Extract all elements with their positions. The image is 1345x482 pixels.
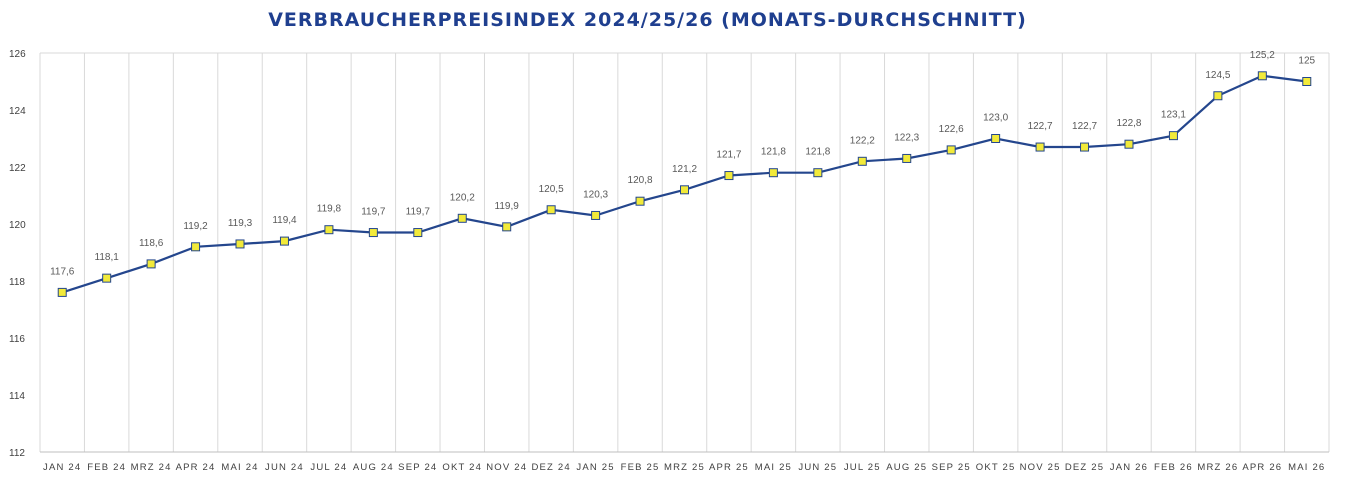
data-point-marker <box>102 273 112 283</box>
x-tick-label: JAN 24 <box>43 462 81 473</box>
data-point-marker <box>235 239 245 249</box>
x-tick-label: NOV 24 <box>486 462 527 473</box>
y-tick-label: 114 <box>9 391 25 402</box>
data-label: 117,6 <box>50 266 75 277</box>
x-tick-label: MAI 26 <box>1288 462 1325 473</box>
data-label: 122,6 <box>939 124 964 135</box>
data-point-marker <box>502 222 512 232</box>
data-point-marker <box>324 225 334 235</box>
data-label: 121,7 <box>716 150 741 161</box>
x-tick-label: AUG 24 <box>353 462 394 473</box>
data-point-marker <box>413 228 423 238</box>
data-label: 119,9 <box>495 201 520 212</box>
data-label: 122,8 <box>1116 118 1141 129</box>
x-tick-label: JAN 26 <box>1110 462 1148 473</box>
data-point-marker <box>57 287 67 297</box>
data-point-marker <box>680 185 689 195</box>
data-point-marker <box>546 205 556 215</box>
x-tick-label: MAI 24 <box>221 462 258 473</box>
x-tick-label: FEB 26 <box>1154 462 1193 473</box>
data-point-marker <box>902 153 912 163</box>
data-label: 122,2 <box>850 135 875 146</box>
x-tick-label: MRZ 24 <box>131 462 172 473</box>
data-label: 124,5 <box>1205 70 1230 81</box>
y-tick-label: 120 <box>9 220 26 231</box>
data-label: 119,7 <box>406 207 431 218</box>
x-tick-label: DEZ 24 <box>531 462 570 473</box>
data-point-marker <box>991 134 1001 143</box>
data-point-marker <box>724 171 734 181</box>
data-label: 121,2 <box>672 164 697 175</box>
x-tick-label: FEB 25 <box>621 462 660 473</box>
x-tick-label: JUL 25 <box>844 462 881 473</box>
data-point-marker <box>146 259 156 269</box>
x-tick-label: JUN 25 <box>798 462 837 473</box>
x-tick-label: DEZ 25 <box>1065 462 1104 473</box>
data-point-marker <box>768 168 778 178</box>
data-point-marker <box>1168 131 1178 141</box>
series-line <box>61 74 1307 294</box>
data-label: 122,7 <box>1028 121 1053 132</box>
data-point-marker <box>591 210 601 220</box>
chart-title: VERBRAUCHERPREISINDEX 2024/25/26 (MONATS… <box>268 9 1027 31</box>
x-tick-label: OKT 25 <box>976 462 1016 473</box>
x-tick-label: SEP 24 <box>398 462 437 473</box>
y-tick-label: 116 <box>9 334 25 345</box>
y-tick-label: 126 <box>9 49 26 60</box>
data-point-marker <box>1257 71 1267 81</box>
y-tick-label: 118 <box>9 277 25 288</box>
x-tick-label: APR 24 <box>176 462 216 473</box>
data-label: 119,3 <box>228 218 253 229</box>
data-point-marker <box>1124 139 1134 149</box>
x-tick-label: MRZ 25 <box>664 462 705 473</box>
x-tick-label: APR 26 <box>1242 462 1282 473</box>
x-tick-label: OKT 24 <box>442 462 482 473</box>
x-tick-label: SEP 25 <box>932 462 971 473</box>
data-label: 120,8 <box>628 175 653 186</box>
data-label: 122,7 <box>1072 121 1097 132</box>
data-label: 125,2 <box>1250 50 1275 61</box>
data-point-marker <box>368 228 378 238</box>
x-tick-label: JAN 25 <box>576 462 614 473</box>
data-point-marker <box>1213 91 1223 101</box>
data-label: 122,3 <box>894 132 919 143</box>
x-tick-label: MAI 25 <box>755 462 792 473</box>
data-label: 119,8 <box>317 204 342 215</box>
data-label: 119,4 <box>272 215 297 226</box>
data-point-marker <box>857 156 867 166</box>
x-tick-label: JUN 24 <box>265 462 304 473</box>
data-label: 119,7 <box>361 207 386 218</box>
data-label: 119,2 <box>183 221 208 232</box>
data-label: 120,5 <box>539 184 564 195</box>
x-tick-label: APR 25 <box>709 462 749 473</box>
data-label: 123,1 <box>1161 110 1186 121</box>
data-point-marker <box>1035 142 1045 152</box>
data-label: 118,6 <box>139 238 164 249</box>
x-tick-label: JUL 24 <box>310 462 347 473</box>
x-tick-label: AUG 25 <box>886 462 927 473</box>
x-tick-label: NOV 25 <box>1020 462 1061 473</box>
data-label: 123,0 <box>983 113 1008 124</box>
data-label: 120,2 <box>450 192 475 203</box>
data-point-marker <box>279 236 289 246</box>
data-label: 120,3 <box>583 189 608 200</box>
data-point-marker <box>635 196 645 206</box>
y-tick-label: 112 <box>9 448 25 459</box>
x-tick-label: FEB 24 <box>87 462 126 473</box>
data-point-marker <box>1080 142 1090 152</box>
data-point-marker <box>1302 77 1312 86</box>
data-label: 125 <box>1298 56 1315 67</box>
data-point-marker <box>191 242 201 252</box>
data-point-marker <box>946 145 956 155</box>
data-point-marker <box>813 168 823 178</box>
y-tick-label: 122 <box>9 163 26 174</box>
data-label: 121,8 <box>761 147 786 158</box>
data-label: 118,1 <box>95 252 120 263</box>
data-point-marker <box>457 213 467 223</box>
x-tick-label: MRZ 26 <box>1197 462 1238 473</box>
data-label: 121,8 <box>805 147 830 158</box>
y-tick-label: 124 <box>9 106 26 117</box>
